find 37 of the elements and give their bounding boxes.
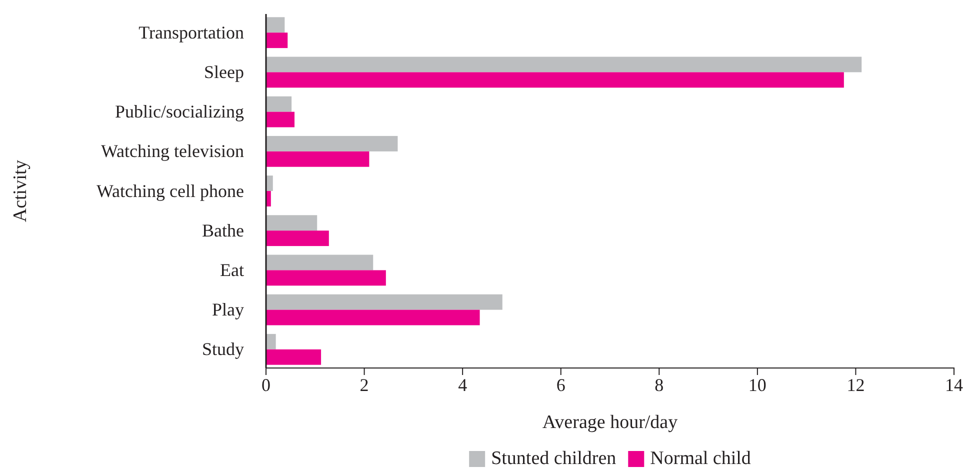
legend-label: Normal child bbox=[650, 448, 752, 469]
x-tick-label: 14 bbox=[945, 374, 963, 395]
y-axis-title: Activity bbox=[10, 159, 31, 222]
bar bbox=[266, 349, 322, 365]
x-axis-title: Average hour/day bbox=[542, 412, 678, 433]
x-tick-label: 12 bbox=[846, 374, 865, 395]
bar bbox=[266, 112, 295, 128]
bar bbox=[266, 294, 502, 310]
y-tick-label: Study bbox=[202, 339, 244, 360]
y-tick-label: Transportation bbox=[138, 22, 244, 42]
bar bbox=[266, 215, 318, 231]
bar bbox=[266, 254, 374, 270]
x-tick-label: 2 bbox=[360, 374, 369, 395]
bar bbox=[266, 96, 292, 112]
bar bbox=[266, 32, 288, 48]
x-tick-label: 0 bbox=[262, 374, 270, 395]
x-tick-label: 6 bbox=[556, 374, 566, 395]
y-tick-label: Eat bbox=[220, 260, 244, 280]
bar bbox=[266, 230, 329, 246]
x-tick-label: 8 bbox=[654, 374, 664, 395]
legend-label: Stunted children bbox=[491, 448, 617, 469]
bar bbox=[266, 17, 285, 33]
bar bbox=[266, 151, 370, 167]
y-tick-label: Watching television bbox=[100, 141, 244, 162]
bar bbox=[266, 310, 480, 326]
bar bbox=[266, 334, 276, 350]
x-tick-label: 10 bbox=[748, 374, 766, 395]
x-tick-label: 4 bbox=[458, 374, 468, 395]
bar bbox=[266, 56, 862, 72]
y-tick-label: Play bbox=[212, 300, 244, 320]
bar bbox=[266, 136, 398, 152]
bar bbox=[266, 72, 844, 88]
y-tick-label: Public/socializing bbox=[115, 102, 244, 122]
y-tick-label: Sleep bbox=[204, 62, 244, 82]
bar bbox=[266, 270, 386, 286]
y-tick-label: Bathe bbox=[202, 220, 244, 240]
y-tick-label: Watching cell phone bbox=[96, 180, 244, 201]
